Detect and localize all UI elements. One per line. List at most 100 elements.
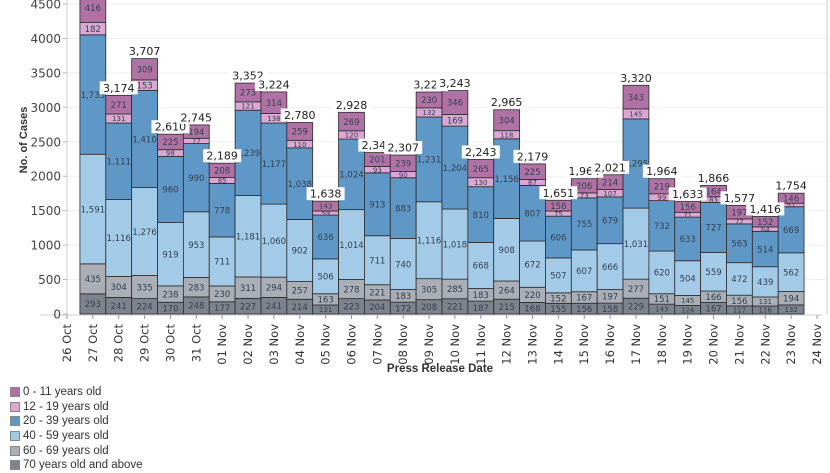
segment-label: 807 bbox=[524, 209, 540, 219]
x-tick-label: 30 Oct bbox=[163, 324, 177, 363]
total-label-bg bbox=[99, 81, 138, 95]
total-label-bg bbox=[513, 149, 552, 163]
total-label-bg bbox=[435, 76, 474, 90]
segment-label: 953 bbox=[188, 241, 204, 251]
segment-label: 169 bbox=[447, 116, 463, 126]
bar-segment bbox=[467, 242, 495, 289]
segment-label: 221 bbox=[369, 289, 385, 299]
segment-label: 607 bbox=[576, 267, 592, 277]
bar-segment bbox=[312, 214, 339, 260]
bar-segment bbox=[493, 109, 520, 132]
segment-label: 73 bbox=[580, 192, 589, 200]
bar-segment bbox=[364, 235, 391, 286]
bar-stack: 293 435 1,591 1,733 182 416 bbox=[79, 0, 107, 315]
segment-label: 132 bbox=[422, 109, 435, 117]
segment-label: 223 bbox=[343, 303, 359, 313]
y-tick-label: 0 bbox=[53, 308, 61, 322]
bar-segment bbox=[596, 196, 624, 245]
bar-segment bbox=[415, 201, 443, 280]
total-label: 1,964 bbox=[646, 165, 678, 178]
x-tick-label: 09 Nov bbox=[422, 324, 436, 365]
segment-label: 241 bbox=[266, 302, 282, 312]
y-tick-label: 500 bbox=[38, 273, 61, 287]
y-ticks: 0 500 1000 1500 2000 2500 3000 3500 4000 4500 bbox=[30, 0, 67, 322]
y-tick-label: 4500 bbox=[30, 0, 61, 12]
segment-label: 285 bbox=[447, 285, 463, 295]
bar-segment bbox=[648, 178, 676, 195]
segment-label: 143 bbox=[319, 203, 332, 211]
segment-label: 514 bbox=[757, 245, 773, 255]
segment-label: 960 bbox=[162, 186, 178, 196]
segment-label: 908 bbox=[499, 246, 515, 256]
x-tick-label: 27 Oct bbox=[86, 324, 100, 363]
segment-label: 919 bbox=[162, 250, 178, 260]
total-label: 1,754 bbox=[775, 180, 807, 193]
segment-label: 118 bbox=[500, 131, 513, 139]
segment-label: 183 bbox=[473, 291, 489, 301]
segment-label: 120 bbox=[345, 132, 358, 140]
segment-label: 668 bbox=[473, 262, 489, 272]
segment-label: 152 bbox=[550, 294, 566, 304]
segment-label: 1,116 bbox=[107, 234, 131, 244]
segment-label: 277 bbox=[628, 285, 644, 295]
bar-segment bbox=[545, 215, 572, 259]
bar-segment bbox=[441, 208, 469, 280]
bar-segment bbox=[622, 84, 650, 110]
segment-label: 225 bbox=[524, 168, 540, 178]
segment-label: 1,276 bbox=[132, 228, 156, 238]
bar-stack: 170 238 919 960 98 225 bbox=[157, 133, 184, 315]
x-tick-label: 23 Nov bbox=[784, 324, 798, 365]
segment-label: 99 bbox=[657, 194, 666, 202]
total-label: 3,707 bbox=[129, 45, 161, 58]
segment-label: 666 bbox=[602, 263, 618, 273]
segment-label: 187 bbox=[473, 304, 489, 314]
segment-label: 214 bbox=[292, 303, 308, 313]
bar-segment bbox=[157, 156, 184, 223]
legend-swatch bbox=[10, 445, 20, 456]
bar-stack: 208 305 1,116 1,231 132 230 bbox=[415, 91, 443, 315]
bar-stack: 214 257 902 1,038 110 259 bbox=[286, 122, 314, 315]
legend-swatch bbox=[10, 431, 20, 442]
segment-label: 71 bbox=[683, 211, 692, 219]
total-label: 2,179 bbox=[517, 150, 549, 163]
bar-segment bbox=[312, 258, 339, 295]
total-labels: 4,6503,1743,7072,6102,7452,1893,3523,224… bbox=[99, 44, 811, 216]
segment-label: 416 bbox=[85, 4, 101, 14]
total-label-bg bbox=[772, 179, 811, 193]
y-tick-label: 3000 bbox=[30, 101, 61, 115]
total-label-bg bbox=[668, 187, 707, 201]
x-tick-label: 16 Nov bbox=[603, 324, 617, 365]
segment-label: 435 bbox=[85, 275, 101, 285]
x-tick-label: 12 Nov bbox=[500, 324, 514, 365]
segment-label: 201 bbox=[369, 156, 385, 166]
total-label-bg bbox=[306, 187, 345, 201]
bar-stack: 229 277 1,031 1,295 145 343 bbox=[622, 84, 650, 315]
total-label: 2,189 bbox=[206, 150, 238, 163]
segment-label: 294 bbox=[266, 284, 282, 294]
segment-label: 153 bbox=[136, 81, 152, 91]
segment-label: 64 bbox=[761, 226, 770, 234]
segment-label: 346 bbox=[447, 99, 463, 109]
total-label: 2,928 bbox=[336, 99, 368, 112]
legend-item: 0 - 11 years old bbox=[10, 385, 143, 400]
segment-label: 309 bbox=[136, 66, 152, 76]
segment-label: 131 bbox=[112, 115, 125, 123]
y-tick-label: 3500 bbox=[30, 66, 61, 80]
segment-label: 1,111 bbox=[107, 158, 131, 168]
x-tick-label: 10 Nov bbox=[448, 324, 462, 365]
segment-label: 1,024 bbox=[339, 171, 363, 181]
segment-label: 121 bbox=[241, 103, 254, 111]
bar-stack: 215 264 908 1,156 118 304 bbox=[493, 109, 520, 315]
x-tick-label: 20 Nov bbox=[707, 324, 721, 365]
segment-label: 204 bbox=[369, 303, 385, 313]
segment-label: 238 bbox=[162, 290, 178, 300]
total-label-bg bbox=[332, 98, 371, 112]
segment-label: 124 bbox=[681, 306, 695, 314]
segment-label: 883 bbox=[395, 204, 411, 214]
segment-label: 164 bbox=[705, 187, 721, 197]
segment-label: 293 bbox=[85, 300, 101, 310]
